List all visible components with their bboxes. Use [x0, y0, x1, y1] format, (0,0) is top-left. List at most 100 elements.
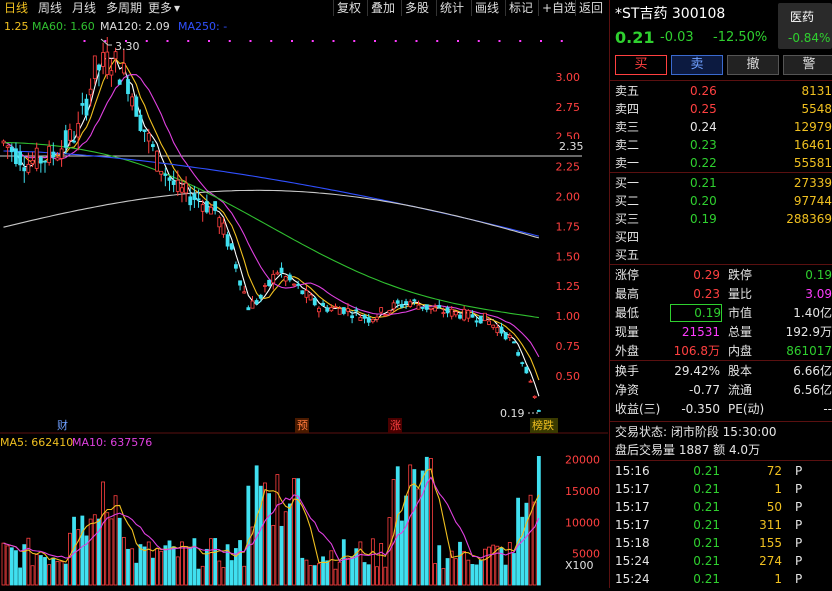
overlay-button[interactable]: 叠加	[367, 0, 398, 16]
volume-bar	[51, 557, 56, 586]
candle-body	[188, 196, 193, 206]
sector-name[interactable]: 医药	[790, 10, 815, 24]
candle-body	[304, 290, 309, 298]
candle-body	[375, 316, 379, 320]
event-marker-finance[interactable]: 财	[57, 418, 68, 432]
alert-button[interactable]: 警	[783, 55, 832, 75]
ma10-line	[3, 57, 540, 381]
candle-body	[445, 307, 450, 314]
candle-body	[246, 307, 251, 311]
event-marker-forecast[interactable]: 预	[297, 419, 308, 432]
ask-label: 卖三	[615, 120, 640, 134]
candle-body	[146, 132, 151, 142]
ma60-line	[3, 142, 539, 319]
volume-bar	[155, 548, 159, 586]
candle-body	[142, 129, 147, 132]
add-watchlist-button[interactable]: +自选	[538, 0, 579, 16]
sell-button[interactable]: 卖	[671, 55, 723, 75]
volume-bar	[47, 564, 52, 586]
buy-button[interactable]: 买	[615, 55, 667, 75]
ask-label: 卖二	[615, 138, 640, 152]
candle-body	[420, 306, 425, 309]
price-tick-label: 2.75	[556, 101, 581, 114]
volume-bar	[217, 560, 222, 586]
volume-bar	[14, 550, 18, 586]
volume-ma10: MA10: 637576	[72, 436, 152, 449]
period-monthly[interactable]: 月线	[72, 1, 97, 15]
stat-value: 1.40亿	[793, 306, 832, 320]
volume-bar	[229, 560, 234, 586]
event-marker-list[interactable]: 榜跌	[532, 418, 554, 432]
ask-price[interactable]: 0.26	[690, 84, 717, 98]
adjust-button[interactable]: 复权	[333, 0, 364, 16]
candle-body	[366, 317, 371, 323]
volume-bar	[528, 494, 533, 586]
multi-stock-button[interactable]: 多股	[401, 0, 432, 16]
ma20-line	[3, 74, 540, 358]
volume-bar	[209, 538, 213, 586]
candle-body	[117, 79, 122, 85]
bid-price[interactable]: 0.21	[690, 176, 717, 190]
period-multi[interactable]: 多周期	[106, 1, 143, 15]
chevron-down-icon[interactable]: ▾	[174, 1, 181, 15]
bid-price[interactable]: 0.20	[690, 194, 717, 208]
volume-tick-label: 10000	[565, 516, 600, 529]
volume-bar	[213, 538, 218, 586]
price-tick-label: 1.00	[556, 310, 581, 323]
volume-bar	[188, 546, 193, 586]
kline-chart[interactable]: 3.00 2.75 2.50 2.25 2.00 1.75 1.50 1.25 1.00 0.75…	[0, 17, 608, 588]
signal-dot	[270, 40, 273, 42]
volume-bar	[225, 544, 230, 586]
candle-body	[536, 410, 541, 412]
volume-bar	[142, 546, 147, 586]
candle-body	[72, 140, 76, 143]
period-daily[interactable]: 日线	[4, 1, 29, 15]
candle-body	[520, 362, 525, 365]
price-tick-label: 0.75	[556, 340, 581, 353]
event-marker-rise[interactable]: 涨	[390, 419, 401, 432]
ma5-line	[3, 57, 540, 397]
sector-badge[interactable]	[778, 3, 832, 49]
cancel-order-button[interactable]: 撤	[727, 55, 779, 75]
ask-price[interactable]: 0.24	[690, 120, 717, 134]
candle-body	[63, 130, 68, 148]
candle-body	[296, 283, 301, 286]
price-tick-label: 2.25	[556, 161, 581, 174]
ask-price[interactable]: 0.25	[690, 102, 717, 116]
volume-bar	[495, 545, 500, 586]
bid-label: 买三	[615, 212, 640, 226]
back-button[interactable]: 返回	[575, 0, 606, 16]
candle-body	[55, 157, 60, 161]
mark-button[interactable]: 标记	[505, 0, 536, 16]
candle-body	[113, 51, 118, 60]
ma120-line	[3, 150, 540, 237]
tick-side: P	[795, 518, 803, 532]
bid-price[interactable]: 0.19	[690, 212, 717, 226]
volume-bar	[429, 458, 433, 586]
volume-bar	[138, 544, 143, 586]
chart-toolbar: 日线 周线 月线 多周期 更多 ▾ 复权 叠加 多股 统计 画线 标记 +自选 …	[0, 0, 608, 17]
candle-body	[458, 314, 462, 319]
signal-dot	[457, 40, 459, 42]
volume-bar	[30, 565, 35, 586]
bid-label: 买四	[615, 230, 640, 244]
kline-svg[interactable]: 3.002.752.502.252.001.751.501.251.000.75…	[0, 17, 608, 588]
period-more[interactable]: 更多	[148, 1, 173, 15]
volume-bar	[362, 562, 367, 586]
ask-price[interactable]: 0.22	[690, 156, 717, 170]
period-weekly[interactable]: 周线	[38, 1, 63, 15]
candle-body	[171, 180, 176, 185]
tick-volume: 1	[774, 482, 782, 496]
stat-label: 涨停	[615, 268, 640, 282]
stats-button[interactable]: 统计	[436, 0, 467, 16]
ask-price[interactable]: 0.23	[690, 138, 717, 152]
draw-button[interactable]: 画线	[471, 0, 502, 16]
candle-body	[271, 273, 276, 284]
tick-time: 15:18	[615, 536, 650, 550]
candle-body	[209, 206, 213, 215]
candle-body	[503, 332, 508, 340]
tick-side: P	[795, 500, 803, 514]
volume-bar	[109, 518, 114, 586]
candle-body	[325, 307, 330, 312]
volume-tick-label: 15000	[565, 485, 600, 498]
